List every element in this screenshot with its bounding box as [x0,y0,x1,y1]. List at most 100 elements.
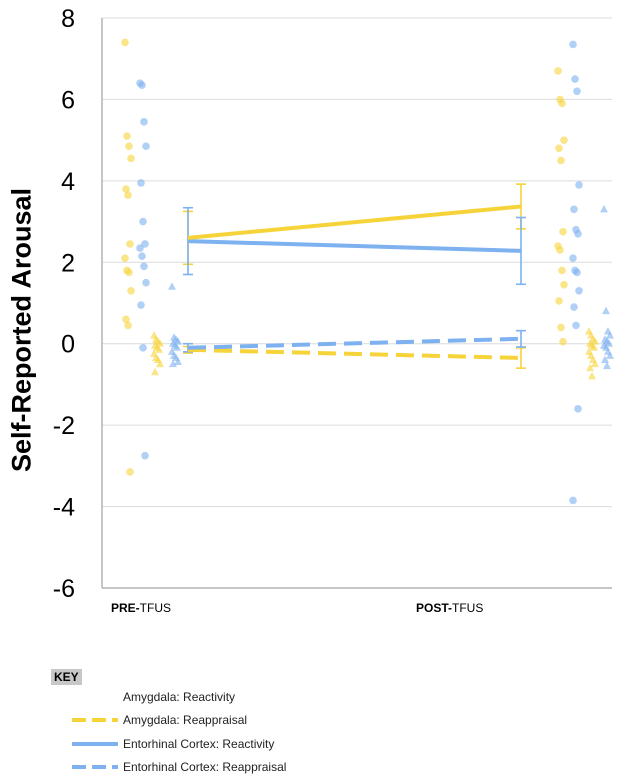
x-category-pre-suffix: TFUS [139,601,172,615]
y-tick-label--6: -6 [53,575,75,603]
point-7-11 [601,355,609,363]
point-0-3 [127,154,135,163]
point-6-12 [588,371,596,380]
point-4-8 [556,246,564,254]
point-7-12 [603,361,611,370]
x-category-pre-prefix: PRE- [111,601,140,615]
point-0-12 [124,321,132,330]
point-5-7 [569,254,577,263]
point-6-10 [591,359,599,368]
point-5-10 [575,286,583,295]
point-0-2 [125,142,133,151]
point-6-3 [591,337,599,345]
point-5-1 [571,75,579,83]
point-6-11 [586,363,594,372]
y-tick-label-8: 8 [61,5,75,33]
series-line-0 [187,204,522,240]
series-lines [187,204,522,360]
x-category-post: POST-TFUS [416,601,483,615]
point-1-5 [139,217,147,226]
point-4-2 [558,99,566,108]
series-line-1 [187,347,522,360]
point-1-11 [137,301,145,309]
point-0-1 [123,132,131,140]
point-0-10 [127,286,135,295]
point-4-3 [560,136,568,144]
point-1-13 [141,451,149,460]
point-0-7 [121,254,129,263]
point-4-9 [558,266,566,275]
point-5-14 [569,496,577,505]
point-2-3 [156,339,164,347]
y-tick-labels: -6 -4 -2 0 2 4 6 8 [53,5,75,603]
point-7-10 [606,351,614,359]
legend-label-amygdala-reappraisal: Amygdala: Reappraisal [123,713,248,727]
legend-label-amygdala-reactivity: Amygdala: Reactivity [123,690,236,704]
error-bar-1-1 [516,346,526,369]
individual-points [121,38,614,505]
y-tick-label--4: -4 [53,494,75,522]
point-1-8 [138,252,146,260]
y-tick-label-2: 2 [61,249,75,277]
y-tick-label-0: 0 [61,331,75,359]
y-tick-label--2: -2 [53,412,75,440]
point-5-4 [570,205,578,214]
legend-swatch-amygdala-reappraisal [70,712,120,728]
legend-title: KEY [51,669,82,685]
point-2-6 [155,345,163,353]
point-7-1 [602,306,610,315]
point-0-9 [125,268,133,277]
legend-label-entorhinal-reactivity: Entorhinal Cortex: Reactivity [123,737,275,751]
point-3-10 [174,357,182,366]
point-7-3 [606,331,614,339]
point-1-2 [140,118,148,126]
point-1-9 [140,262,148,271]
error-bar-3-1 [516,329,526,348]
point-4-13 [559,337,567,346]
point-5-13 [574,405,582,413]
point-3-6 [173,343,181,351]
legend-swatch-entorhinal-reappraisal [70,759,120,775]
y-axis-label-text: Self-Reported Arousal [6,187,37,473]
point-4-10 [560,280,568,289]
point-0-6 [126,240,134,248]
x-category-post-suffix: TFUS [452,601,484,615]
legend-label-entorhinal-reappraisal: Entorhinal Cortex: Reappraisal [123,760,287,774]
point-0-13 [126,468,134,476]
y-tick-label-4: 4 [61,168,75,196]
x-category-pre: PRE-TFUS [111,601,171,615]
point-0-11 [122,315,130,324]
point-5-12 [572,321,580,330]
point-1-3 [142,142,150,151]
point-5-9 [573,268,581,277]
point-4-11 [555,297,563,305]
point-4-0 [554,67,562,75]
point-7-0 [600,204,608,213]
point-1-12 [139,343,147,352]
legend-swatch-amygdala-reactivity [70,689,120,705]
point-4-4 [555,144,563,153]
point-4-6 [559,227,567,236]
point-7-6 [605,339,613,347]
x-category-post-prefix: POST- [416,601,453,615]
point-6-6 [590,343,598,351]
point-1-4 [137,179,145,187]
point-4-5 [557,156,565,165]
point-2-10 [156,359,164,368]
grid-lines [102,17,612,508]
series-line-3 [187,336,522,350]
point-4-12 [557,323,565,332]
point-5-6 [574,229,582,238]
point-5-3 [575,181,583,189]
point-5-0 [569,40,577,49]
point-5-2 [573,87,581,96]
point-1-10 [142,278,150,287]
y-tick-label-6: 6 [61,86,75,114]
point-0-0 [121,38,129,47]
point-1-7 [136,244,144,252]
y-axis-label: Self-Reported Arousal [2,140,42,520]
point-5-11 [570,303,578,311]
point-0-4 [122,185,130,193]
point-3-11 [169,359,177,368]
